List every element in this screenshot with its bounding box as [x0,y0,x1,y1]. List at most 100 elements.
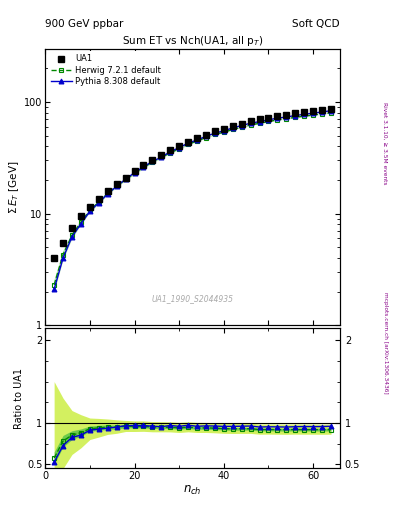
Title: Sum ET vs Nch(UA1, all p$_{T}$): Sum ET vs Nch(UA1, all p$_{T}$) [122,34,263,49]
Herwig 7.2.1 default [213,132,217,138]
Pythia 8.308 default [168,148,173,155]
UA1 [105,188,110,194]
Herwig 7.2.1 default [320,111,325,117]
Y-axis label: Ratio to UA1: Ratio to UA1 [14,368,24,429]
UA1 [222,125,226,132]
Pythia 8.308 default [213,130,217,136]
UA1 [70,224,74,230]
Herwig 7.2.1 default [79,219,83,225]
UA1 [61,240,65,246]
Herwig 7.2.1 default [159,155,163,161]
Herwig 7.2.1 default [311,112,316,118]
Herwig 7.2.1 default [266,118,271,124]
UA1 [96,196,101,202]
Herwig 7.2.1 default [123,177,128,183]
UA1 [52,255,57,261]
Text: UA1_1990_S2044935: UA1_1990_S2044935 [152,294,233,303]
Pythia 8.308 default [248,120,253,126]
Herwig 7.2.1 default [96,199,101,205]
X-axis label: $n_{ch}$: $n_{ch}$ [183,484,202,497]
Pythia 8.308 default [79,221,83,227]
Herwig 7.2.1 default [329,110,333,116]
Herwig 7.2.1 default [61,251,65,258]
UA1 [141,162,146,168]
Herwig 7.2.1 default [204,135,208,141]
Pythia 8.308 default [159,154,163,160]
UA1 [257,116,262,122]
UA1 [311,108,316,114]
UA1 [132,168,137,174]
UA1 [329,105,333,112]
Pythia 8.308 default [96,200,101,206]
Line: Pythia 8.308 default: Pythia 8.308 default [52,108,333,292]
Pythia 8.308 default [257,119,262,125]
Pythia 8.308 default [52,286,57,292]
Pythia 8.308 default [114,183,119,189]
UA1 [123,175,128,181]
Herwig 7.2.1 default [222,129,226,135]
Pythia 8.308 default [105,191,110,197]
Herwig 7.2.1 default [230,126,235,133]
Pythia 8.308 default [230,125,235,131]
Herwig 7.2.1 default [195,138,199,144]
Pythia 8.308 default [150,158,155,164]
Herwig 7.2.1 default [141,164,146,170]
Pythia 8.308 default [222,127,226,134]
Text: Soft QCD: Soft QCD [292,19,340,30]
Herwig 7.2.1 default [186,141,191,147]
Pythia 8.308 default [266,117,271,123]
Text: 900 GeV ppbar: 900 GeV ppbar [45,19,123,30]
Pythia 8.308 default [186,140,191,146]
UA1 [284,112,289,118]
UA1 [230,123,235,129]
Pythia 8.308 default [88,208,92,215]
UA1 [186,139,191,145]
UA1 [213,129,217,135]
UA1 [150,157,155,163]
Legend: UA1, Herwig 7.2.1 default, Pythia 8.308 default: UA1, Herwig 7.2.1 default, Pythia 8.308 … [48,51,164,89]
UA1 [266,115,271,121]
UA1 [177,143,182,149]
UA1 [320,106,325,113]
Pythia 8.308 default [177,145,182,151]
Herwig 7.2.1 default [52,282,57,288]
UA1 [114,181,119,187]
Herwig 7.2.1 default [257,120,262,126]
Pythia 8.308 default [302,111,307,117]
UA1 [293,110,298,116]
Pythia 8.308 default [320,109,325,115]
Herwig 7.2.1 default [239,124,244,130]
UA1 [302,109,307,115]
Pythia 8.308 default [123,176,128,182]
UA1 [239,120,244,126]
Herwig 7.2.1 default [293,114,298,120]
UA1 [275,113,280,119]
UA1 [204,132,208,138]
Herwig 7.2.1 default [150,159,155,165]
Text: Rivet 3.1.10, ≥ 3.5M events: Rivet 3.1.10, ≥ 3.5M events [383,102,387,185]
Pythia 8.308 default [311,110,316,116]
UA1 [79,213,83,219]
Y-axis label: $\Sigma\,E_T$ [GeV]: $\Sigma\,E_T$ [GeV] [7,160,21,214]
Pythia 8.308 default [141,164,146,170]
Herwig 7.2.1 default [105,190,110,197]
Pythia 8.308 default [61,255,65,261]
Herwig 7.2.1 default [284,116,289,122]
Herwig 7.2.1 default [70,232,74,238]
Herwig 7.2.1 default [132,170,137,176]
Herwig 7.2.1 default [177,145,182,152]
Line: UA1: UA1 [51,105,334,261]
Pythia 8.308 default [329,108,333,114]
Herwig 7.2.1 default [248,122,253,128]
Line: Herwig 7.2.1 default: Herwig 7.2.1 default [52,110,333,287]
Herwig 7.2.1 default [168,150,173,156]
Pythia 8.308 default [293,113,298,119]
UA1 [88,204,92,210]
Herwig 7.2.1 default [302,113,307,119]
UA1 [195,135,199,141]
UA1 [159,152,163,158]
Pythia 8.308 default [204,133,208,139]
Pythia 8.308 default [239,122,244,129]
Pythia 8.308 default [284,114,289,120]
Text: mcplots.cern.ch [arXiv:1306.3436]: mcplots.cern.ch [arXiv:1306.3436] [383,292,387,394]
